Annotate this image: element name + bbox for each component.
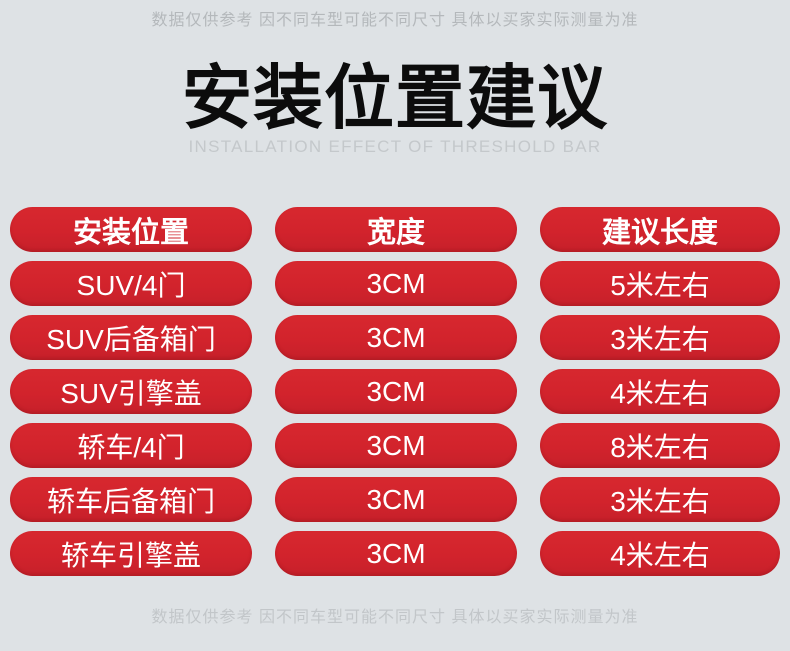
table-cell-position: 轿车/4门 xyxy=(10,423,252,468)
table-cell-position: SUV引擎盖 xyxy=(10,369,252,414)
table-cell-length: 3米左右 xyxy=(540,477,780,522)
table-cell-length: 3米左右 xyxy=(540,315,780,360)
bottom-disclaimer: 数据仅供参考 因不同车型可能不同尺寸 具体以买家实际测量为准 xyxy=(151,609,639,626)
table-cell-position: SUV/4门 xyxy=(10,261,252,306)
table-cell-width: 3CM xyxy=(275,531,517,576)
table-cell-position: SUV后备箱门 xyxy=(10,315,252,360)
recommendation-table: 安装位置 宽度 建议长度 SUV/4门 3CM 5米左右 SUV后备箱门 3CM… xyxy=(10,207,780,576)
table-cell-position: 轿车后备箱门 xyxy=(10,477,252,522)
page-title: 安装位置建议 xyxy=(182,59,608,137)
table-cell-length: 5米左右 xyxy=(540,261,780,306)
table-cell-width: 3CM xyxy=(275,315,517,360)
table-cell-position: 轿车引擎盖 xyxy=(10,531,252,576)
page-subtitle: INSTALLATION EFFECT OF THRESHOLD BAR xyxy=(188,137,602,156)
header-cell-position: 安装位置 xyxy=(10,207,252,252)
table-cell-width: 3CM xyxy=(275,477,517,522)
table-cell-length: 4米左右 xyxy=(540,369,780,414)
header-cell-width: 宽度 xyxy=(275,207,517,252)
top-disclaimer: 数据仅供参考 因不同车型可能不同尺寸 具体以买家实际测量为准 xyxy=(151,12,639,29)
table-cell-length: 8米左右 xyxy=(540,423,780,468)
table-cell-width: 3CM xyxy=(275,369,517,414)
table-cell-width: 3CM xyxy=(275,261,517,306)
table-cell-length: 4米左右 xyxy=(540,531,780,576)
table-cell-width: 3CM xyxy=(275,423,517,468)
header-cell-length: 建议长度 xyxy=(540,207,780,252)
